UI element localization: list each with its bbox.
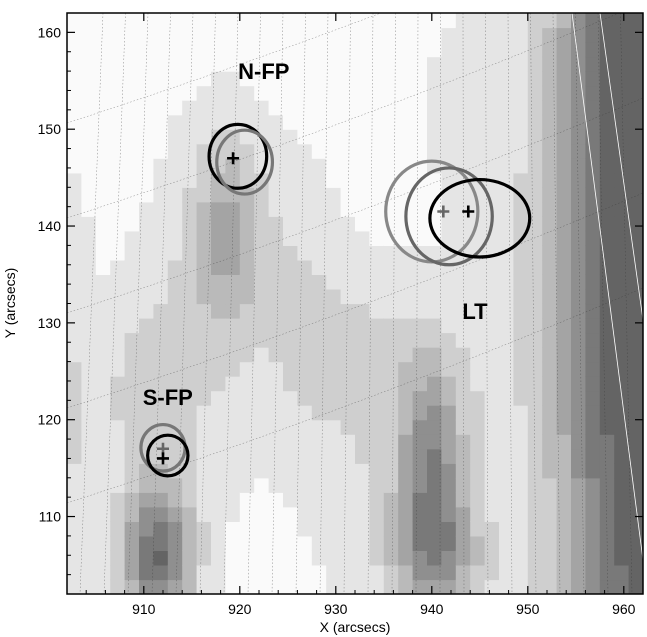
meridian-line [575, 13, 585, 594]
source-centroids [157, 152, 475, 465]
meridian-line [247, 13, 261, 594]
meridian-line [127, 13, 149, 594]
meridian-line [530, 13, 537, 594]
meridian-line [462, 13, 465, 594]
y-tick-label: 140 [38, 218, 62, 234]
lt-gray-contour-inner [404, 166, 494, 267]
background-intensity-map [67, 13, 643, 594]
meridian-line [391, 13, 396, 594]
parallel-line [67, 287, 643, 504]
lt-black-contour [428, 177, 532, 259]
meridian-line [199, 13, 216, 594]
meridian-line [367, 13, 374, 594]
y-tick-label: 110 [39, 509, 62, 525]
meridian-line [415, 13, 419, 594]
meridian-line [597, 13, 609, 594]
meridian-line [552, 13, 561, 594]
meridian-line [271, 13, 284, 594]
meridian-line [319, 13, 329, 594]
meridian-line [223, 13, 239, 594]
nfp-black-contour [207, 122, 269, 190]
nfp-gray-contour [215, 128, 275, 196]
region-labels: N-FP LT S-FP [143, 59, 488, 410]
region-label-sfp: S-FP [143, 385, 193, 410]
x-tick-label: 930 [324, 601, 348, 617]
plot-area [67, 13, 643, 594]
x-tick-label: 940 [420, 601, 444, 617]
limb-line [571, 13, 643, 561]
meridian-line [103, 13, 126, 594]
meridian-line [79, 13, 104, 594]
sfp-centroid-black [157, 452, 169, 465]
x-tick-label: 950 [516, 601, 540, 617]
x-tick-label: 920 [228, 601, 252, 617]
source-contours [139, 122, 532, 478]
limb-line [599, 13, 643, 321]
meridian-line [485, 13, 489, 594]
x-axis-label: X (arcsecs) [320, 619, 391, 635]
parallel-line [67, 13, 620, 219]
sfp-black-contour [146, 433, 190, 478]
meridian-line [175, 13, 194, 594]
y-tick-label: 150 [38, 121, 62, 137]
lt-centroid-gray [437, 205, 450, 218]
y-tick-label: 160 [38, 24, 62, 40]
meridian-line [439, 13, 441, 594]
parallel-line [67, 97, 643, 314]
lt-centroid-black [462, 205, 475, 218]
nfp-centroid-black [227, 152, 240, 165]
x-tick-label: 960 [612, 601, 636, 617]
region-label-lt: LT [462, 299, 488, 324]
y-axis-ticks: 110 120 130 140 150 160 [38, 24, 643, 576]
y-axis-label: Y (arcsecs) [2, 268, 18, 339]
parallel-line [67, 192, 643, 409]
y-tick-label: 130 [38, 315, 62, 331]
y-tick-label: 120 [38, 412, 62, 428]
meridian-line [343, 13, 351, 594]
x-tick-label: 910 [132, 601, 156, 617]
x-axis-ticks: 910 920 930 940 950 960 [85, 13, 636, 617]
meridian-line [620, 13, 633, 594]
meridian-line [151, 13, 171, 594]
region-label-nfp: N-FP [238, 59, 289, 84]
heliographic-grid [67, 13, 643, 594]
meridian-line [507, 13, 513, 594]
meridian-line [295, 13, 306, 594]
